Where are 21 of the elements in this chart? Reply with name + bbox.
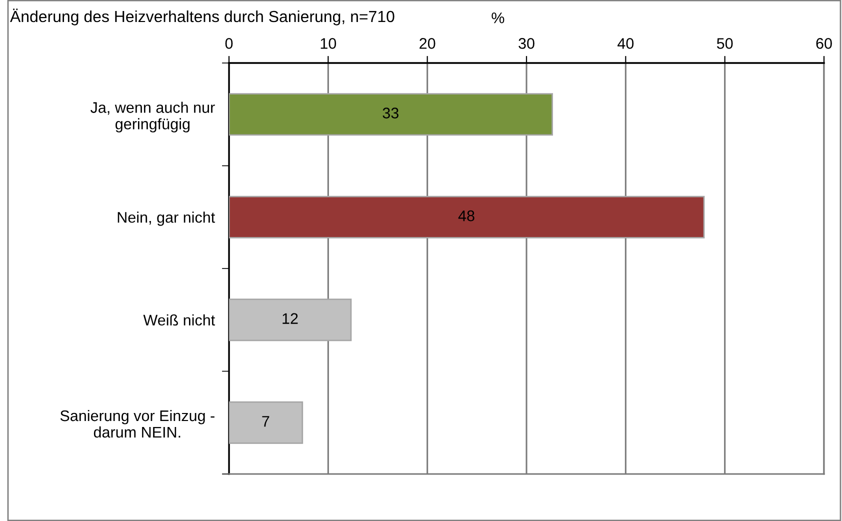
x-tick-label: 30 — [518, 38, 534, 49]
bar — [229, 401, 304, 444]
data-label: 33 — [382, 108, 398, 118]
y-tick-label: Nein, gar nicht — [118, 212, 216, 226]
y-tick-label: Sanierung vor Einzug - darum NEIN. — [60, 410, 214, 438]
x-tick-label: 60 — [816, 38, 832, 49]
x-tick-label: 10 — [320, 38, 336, 49]
bar — [229, 298, 352, 342]
data-label: 12 — [282, 313, 298, 324]
y-tick-label: Weiß nicht — [143, 314, 215, 326]
bar — [229, 196, 705, 238]
bar — [229, 93, 553, 136]
x-tick-label: 20 — [420, 38, 436, 49]
data-label: 7 — [262, 416, 270, 427]
x-tick-label: 0 — [225, 38, 233, 49]
x-tick-label: 40 — [618, 38, 634, 49]
y-tick-label: Ja, wenn auch nur geringfügig — [90, 102, 215, 132]
x-tick-label: 50 — [716, 38, 733, 49]
data-label: 48 — [458, 210, 474, 222]
x-axis-title: % — [492, 12, 504, 24]
chart-title: Änderung des Heizverhaltens durch Sanierung, n=710 — [10, 8, 394, 26]
